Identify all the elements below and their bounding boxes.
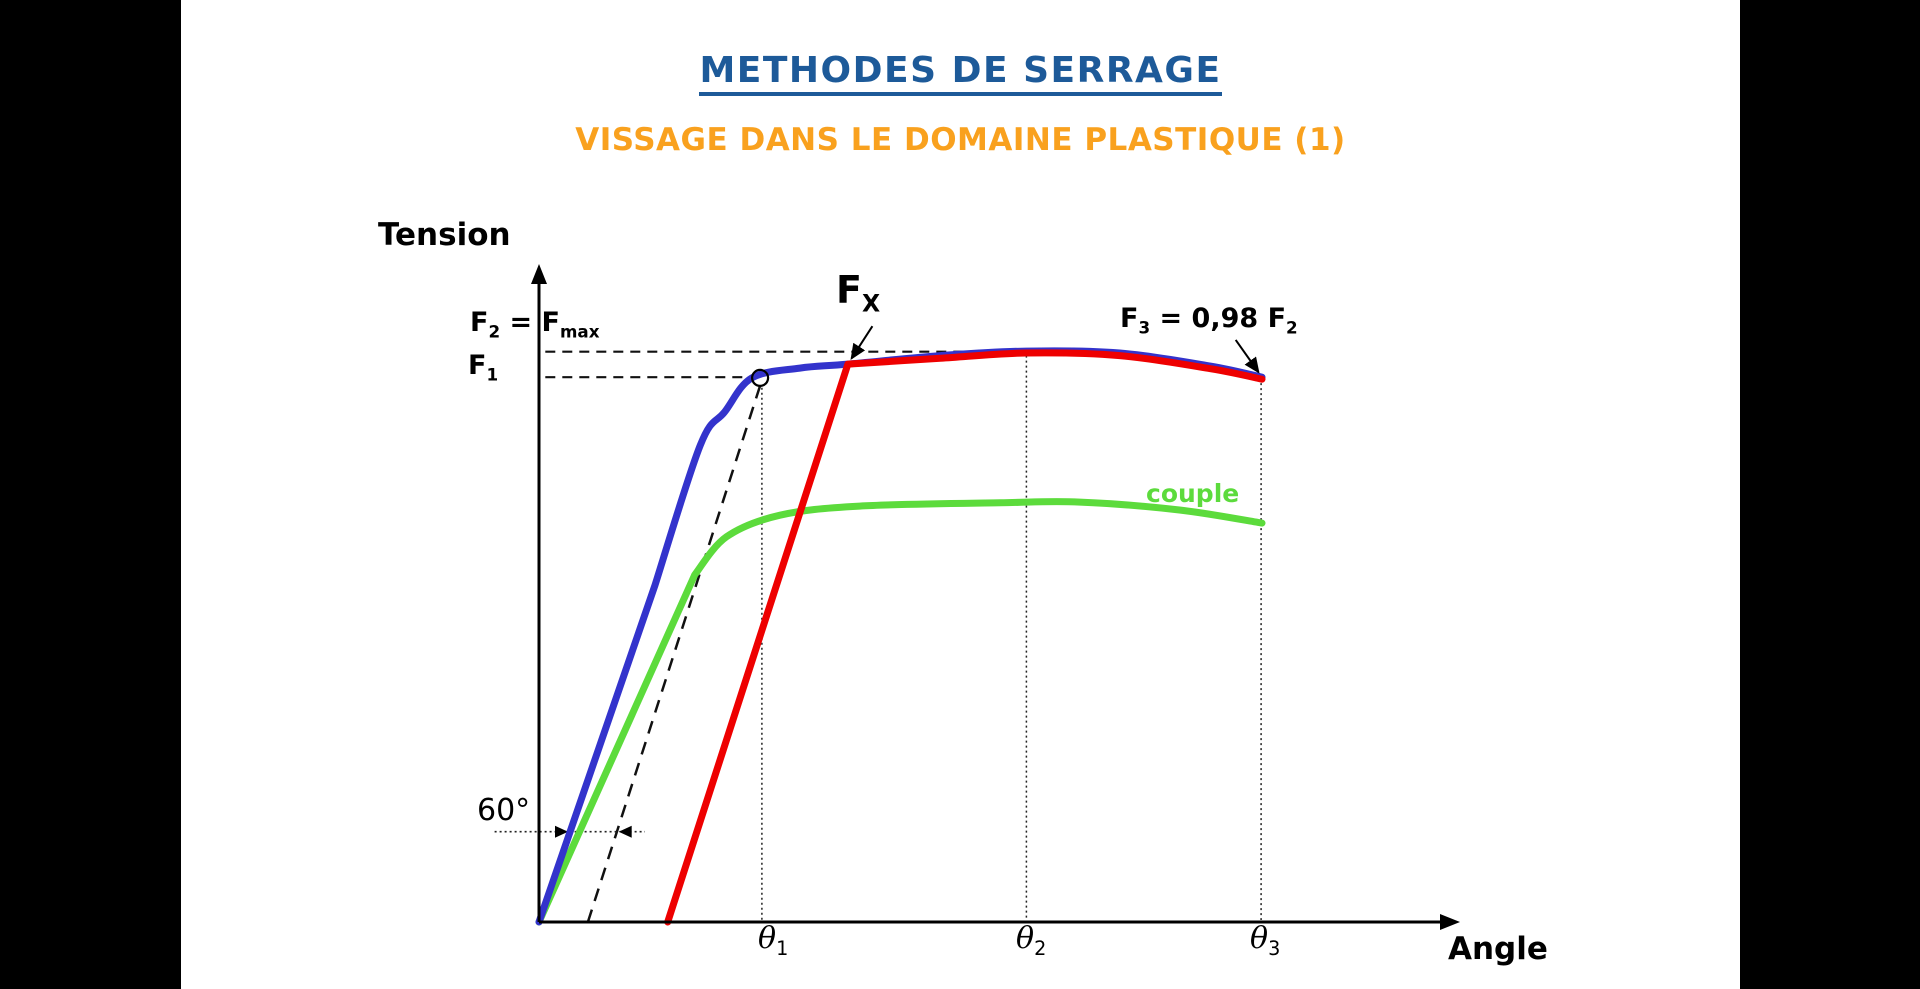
right-black-bar	[1740, 0, 1920, 989]
slide-subtitle: VISSAGE DANS LE DOMAINE PLASTIQUE (1)	[575, 122, 1346, 158]
slide-title-text: METHODES DE SERRAGE	[699, 50, 1222, 96]
y-axis-title: Tension	[378, 217, 511, 253]
f3-label: F3 = 0,98 F2	[1120, 303, 1298, 338]
theta3-tick-label: θ3	[1250, 921, 1281, 960]
theta2-tick-label: θ2	[1016, 921, 1047, 960]
fx-label: FX	[836, 268, 881, 318]
f2-fmax-label: F2 = Fmax	[470, 307, 600, 342]
theta1-tick-label: θ1	[758, 921, 789, 960]
f1-label: F1	[468, 350, 499, 385]
couple-curve-label: couple	[1146, 479, 1240, 508]
left-black-bar	[0, 0, 181, 989]
slide-title: METHODES DE SERRAGE	[181, 50, 1740, 96]
x-axis-title: Angle	[1448, 931, 1548, 967]
sixty-degree-label: 60°	[477, 793, 531, 828]
